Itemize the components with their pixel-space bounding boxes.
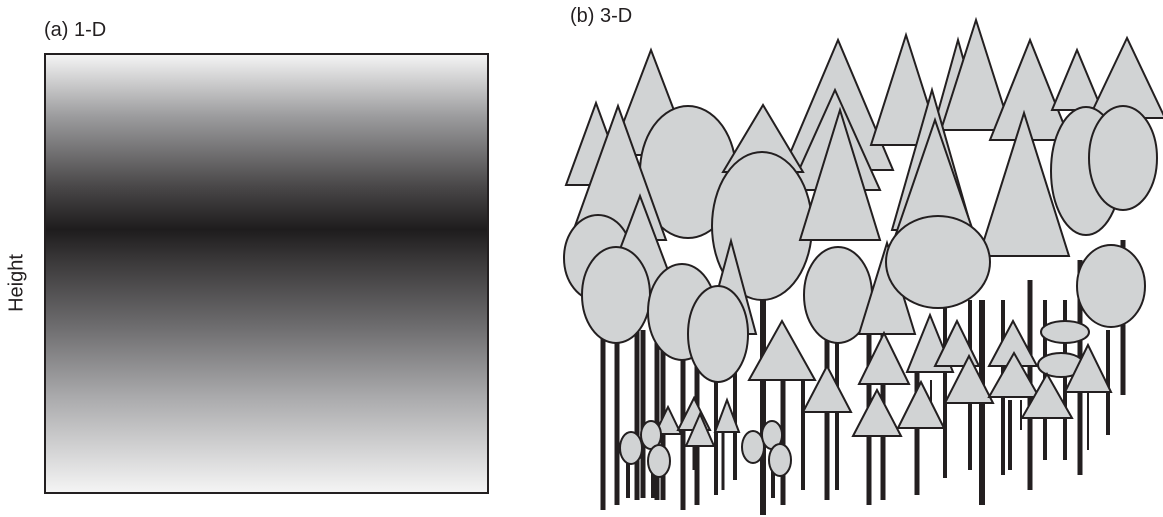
round-tree-crown bbox=[620, 432, 642, 464]
round-tree-crown bbox=[582, 247, 650, 343]
conical-tree-crown bbox=[853, 390, 901, 436]
round-tree-crown bbox=[648, 445, 670, 477]
conical-tree-crown bbox=[898, 382, 944, 428]
round-tree-crown bbox=[886, 216, 990, 308]
round-tree-crown bbox=[1041, 321, 1089, 343]
conical-tree-crown bbox=[990, 40, 1070, 140]
round-tree-crown bbox=[688, 286, 748, 382]
conical-tree-crown bbox=[1052, 50, 1102, 110]
round-tree-crown bbox=[1089, 106, 1157, 210]
conical-tree-crown bbox=[749, 321, 815, 380]
round-tree-crown bbox=[742, 431, 764, 463]
round-tree-crown bbox=[769, 444, 791, 476]
round-tree-crown bbox=[1077, 245, 1145, 327]
